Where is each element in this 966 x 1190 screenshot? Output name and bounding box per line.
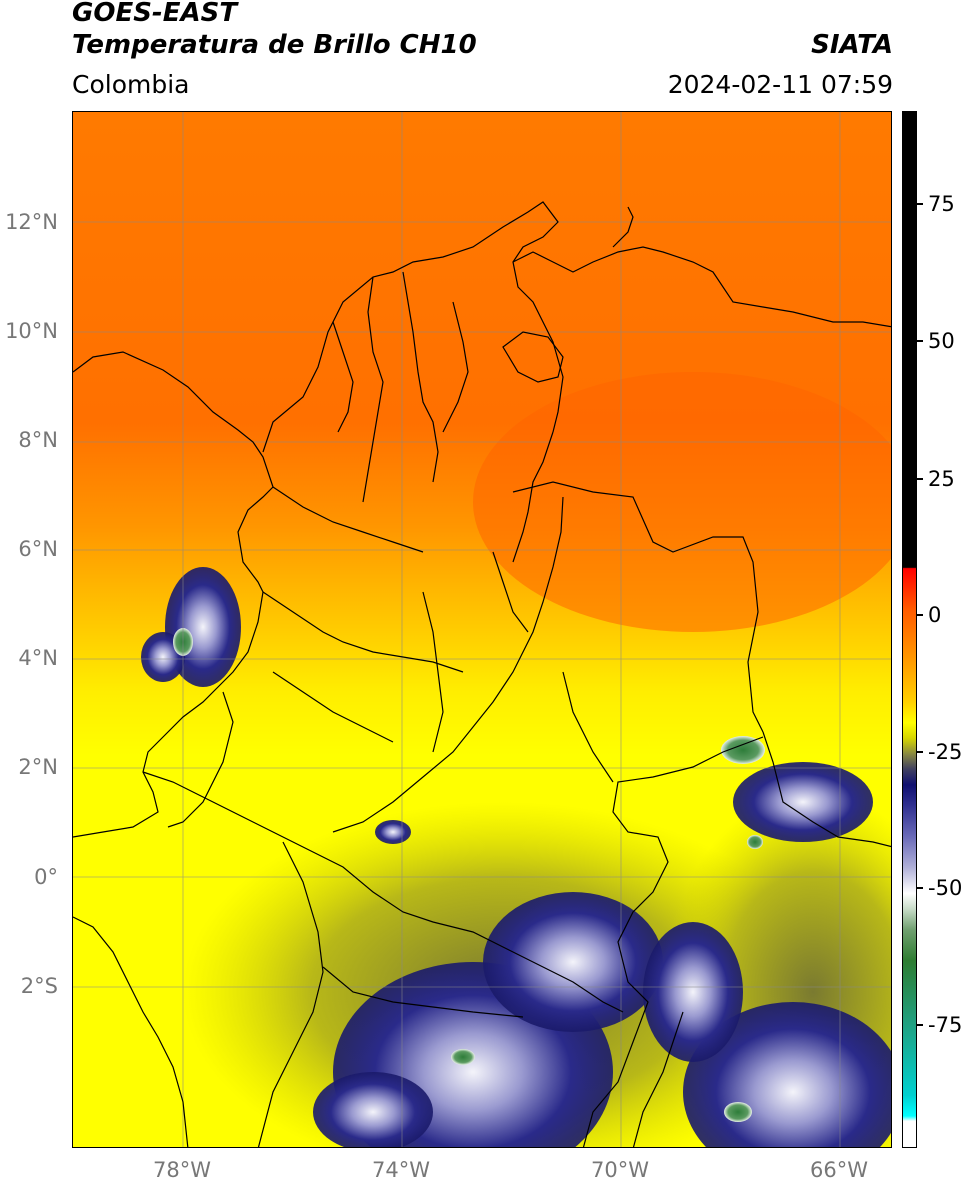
colorbar-tick (917, 203, 923, 205)
colorbar-tick (917, 887, 923, 889)
department-line-10 (562, 671, 614, 783)
cloud-band-east (643, 922, 743, 1062)
lon-label-70w: 70°W (591, 1158, 649, 1182)
title-satellite: GOES-EAST (72, 0, 238, 28)
colorbar-label-minus50: -50 (928, 876, 963, 900)
timestamp-label: 2024-02-11 07:59 (667, 70, 893, 99)
warm-zone (473, 372, 891, 632)
pacific-coast-detail (167, 691, 234, 828)
department-line-4 (402, 271, 439, 483)
cloud-system-central (483, 892, 663, 1032)
department-line-2 (362, 276, 384, 503)
colorbar-tick (917, 751, 923, 753)
cold-top-4 (724, 1102, 752, 1122)
colorbar-label-50: 50 (928, 329, 955, 353)
region-label: Colombia (72, 70, 190, 99)
cold-top-1 (721, 736, 765, 764)
cold-top-3 (451, 1049, 475, 1065)
title-product: Temperatura de Brillo CH10 (72, 30, 477, 60)
paraguana (612, 206, 634, 248)
brand-label: SIATA (811, 30, 893, 60)
lat-label-12n: 12°N (5, 210, 58, 234)
venezuela-coast (512, 246, 891, 328)
department-line-7 (272, 671, 394, 743)
department-line-9 (492, 551, 529, 633)
lon-label-78w: 78°W (153, 1158, 211, 1182)
lat-label-8n: 8°N (18, 428, 58, 452)
colorbar-label-0: 0 (928, 603, 942, 627)
border-colombia-venezuela (512, 481, 764, 733)
lat-label-0: 0° (34, 865, 58, 889)
colorbar-label-75: 75 (928, 192, 955, 216)
department-line-3 (332, 321, 354, 433)
satellite-image (73, 112, 891, 1147)
colorbar (902, 111, 917, 1148)
cloud-cluster-venezuela (733, 762, 873, 842)
lake-maracaibo (502, 331, 564, 383)
colorbar-tick (917, 478, 923, 480)
border-venezuela-brazil (762, 731, 891, 848)
department-line-5 (272, 486, 424, 553)
border-peru-brazil (632, 1011, 684, 1147)
colorbar-label-minus75: -75 (928, 1013, 963, 1037)
colorbar-label-25: 25 (928, 467, 955, 491)
lat-label-2n: 2°N (18, 755, 58, 779)
graticule (73, 112, 891, 1147)
lon-label-66w: 66°W (810, 1158, 868, 1182)
department-line-1 (332, 496, 564, 833)
colorbar-tick (917, 340, 923, 342)
border-peru-north (322, 966, 524, 1018)
department-line-11 (422, 591, 444, 753)
colorbar-tick (917, 1024, 923, 1026)
colorbar-tick (917, 614, 923, 616)
cloud-system-southwest (313, 1072, 433, 1147)
border-colombia-venezuela-north (512, 431, 554, 563)
pacific-coast (73, 351, 274, 838)
department-line-8 (442, 301, 469, 433)
lat-label-4n: 4°N (18, 646, 58, 670)
cloud-cell (375, 820, 411, 844)
border-colombia-brazil (582, 736, 764, 1147)
cold-top-5 (747, 835, 763, 849)
borders (73, 201, 891, 1147)
lat-label-6n: 6°N (18, 537, 58, 561)
ecuador-coast (73, 916, 189, 1147)
lat-label-2s: 2°S (20, 974, 58, 998)
border-colombia-ecuador-peru (142, 771, 624, 1013)
lat-label-10n: 10°N (5, 319, 58, 343)
colorbar-label-minus25: -25 (928, 740, 963, 764)
border-ecuador-peru (257, 841, 324, 1147)
department-line-6 (262, 591, 464, 673)
lon-label-74w: 74°W (372, 1158, 430, 1182)
caribbean-coast (262, 201, 564, 453)
map-panel[interactable] (72, 111, 892, 1148)
